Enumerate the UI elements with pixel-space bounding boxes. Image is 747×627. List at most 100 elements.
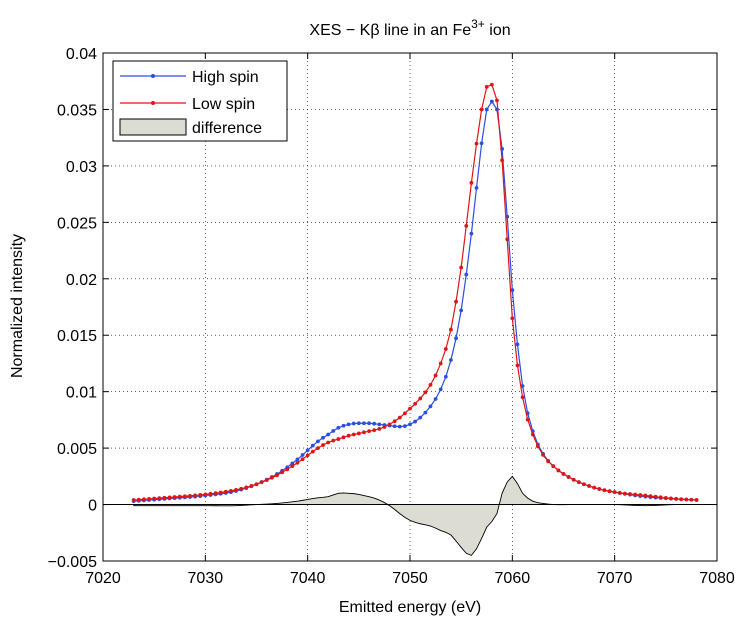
legend-entry-low-spin: Low spin (120, 96, 255, 113)
data-point-low-spin (157, 496, 162, 501)
data-point-low-spin (663, 496, 668, 500)
series-line-low-spin (133, 83, 697, 501)
data-point-low-spin (275, 473, 279, 478)
data-point-low-spin (402, 411, 407, 416)
data-point-high-spin (489, 99, 494, 104)
data-point-low-spin (223, 489, 228, 494)
data-point-low-spin (290, 464, 295, 469)
data-point-low-spin (254, 482, 259, 487)
data-point-low-spin (280, 470, 284, 475)
data-point-low-spin (198, 493, 203, 497)
data-point-low-spin (264, 478, 269, 483)
y-tick-label: 0 (88, 498, 97, 515)
data-point-low-spin (505, 237, 510, 242)
data-point-low-spin (617, 491, 622, 495)
data-point-low-spin (152, 496, 157, 501)
data-point-high-spin (433, 397, 438, 401)
data-point-low-spin (300, 457, 305, 462)
data-point-low-spin (592, 485, 597, 490)
data-point-low-spin (495, 98, 499, 103)
data-point-high-spin (362, 421, 366, 426)
data-point-high-spin (321, 435, 325, 440)
data-point-low-spin (515, 363, 520, 368)
data-point-low-spin (449, 327, 453, 332)
data-point-low-spin (326, 440, 331, 445)
data-point-high-spin (443, 374, 448, 379)
data-point-high-spin (515, 342, 520, 347)
data-point-low-spin (203, 492, 208, 497)
data-point-high-spin (372, 421, 377, 426)
data-point-low-spin (479, 107, 484, 112)
data-point-low-spin (346, 433, 351, 438)
data-point-low-spin (541, 452, 545, 457)
data-point-high-spin (454, 336, 458, 341)
data-point-low-spin (167, 495, 172, 500)
data-point-low-spin (147, 497, 151, 501)
data-point-high-spin (428, 404, 433, 409)
x-axis-label: Emitted energy (eV) (339, 599, 481, 616)
data-point-low-spin (382, 425, 387, 429)
data-point-low-spin (356, 431, 361, 436)
data-point-low-spin (413, 401, 418, 406)
legend-entry-difference: difference (119, 118, 262, 137)
data-point-low-spin (213, 491, 218, 496)
data-point-low-spin (679, 497, 684, 502)
x-tick-label: 7060 (495, 570, 531, 587)
difference-area-layer (103, 475, 717, 556)
series-high-spin (131, 99, 699, 504)
data-point-low-spin (229, 488, 233, 493)
legend-label-high-spin: High spin (192, 69, 259, 86)
x-tick-label: 7070 (597, 570, 633, 587)
data-point-low-spin (489, 82, 494, 87)
y-tick-label: −0.005 (48, 554, 97, 571)
data-point-low-spin (392, 419, 397, 424)
y-axis-label: Normalized intensity (9, 234, 26, 378)
data-point-low-spin (520, 395, 525, 400)
data-point-high-spin (449, 358, 453, 362)
data-point-low-spin (423, 390, 428, 395)
data-point-low-spin (418, 396, 423, 401)
data-point-low-spin (500, 158, 504, 163)
data-point-low-spin (372, 428, 377, 433)
legend-swatch-difference (119, 118, 187, 136)
data-point-low-spin (464, 223, 469, 228)
data-point-high-spin (331, 429, 336, 433)
data-point-low-spin (536, 444, 540, 449)
data-point-low-spin (136, 497, 141, 502)
data-point-low-spin (546, 459, 551, 464)
data-point-low-spin (285, 467, 290, 472)
data-point-low-spin (571, 477, 576, 482)
data-point-low-spin (377, 427, 382, 431)
data-point-high-spin (520, 384, 525, 388)
data-point-low-spin (669, 496, 673, 501)
data-point-low-spin (188, 493, 192, 498)
data-point-low-spin (239, 486, 244, 491)
data-point-high-spin (413, 419, 418, 424)
data-point-low-spin (576, 480, 581, 485)
data-point-high-spin (341, 423, 346, 428)
series-line-high-spin (133, 100, 697, 502)
y-tick-label: 0.005 (57, 441, 97, 458)
series-layer (131, 82, 699, 504)
data-point-low-spin (433, 373, 438, 378)
data-point-high-spin (479, 141, 484, 146)
x-tick-label: 7050 (392, 570, 428, 587)
data-point-low-spin (689, 497, 694, 502)
data-point-low-spin (623, 491, 627, 496)
data-point-high-spin (418, 415, 423, 420)
y-tick-label: 0.03 (66, 159, 97, 176)
data-point-low-spin (628, 492, 632, 496)
data-point-low-spin (367, 429, 371, 434)
y-tick-label: 0.015 (57, 328, 97, 345)
data-point-low-spin (310, 449, 315, 454)
data-point-high-spin (423, 410, 428, 415)
data-point-low-spin (269, 475, 274, 480)
legend-entry-high-spin: High spin (120, 69, 259, 86)
x-tick-label: 7040 (290, 570, 326, 587)
data-point-low-spin (459, 265, 464, 270)
data-point-low-spin (259, 480, 264, 485)
data-point-low-spin (351, 432, 356, 437)
data-point-low-spin (193, 493, 198, 498)
data-point-low-spin (234, 487, 238, 492)
ticks: 7020 7030 7040 7050 7060 7070 7080 −0.005 0 0.005… (48, 46, 735, 587)
